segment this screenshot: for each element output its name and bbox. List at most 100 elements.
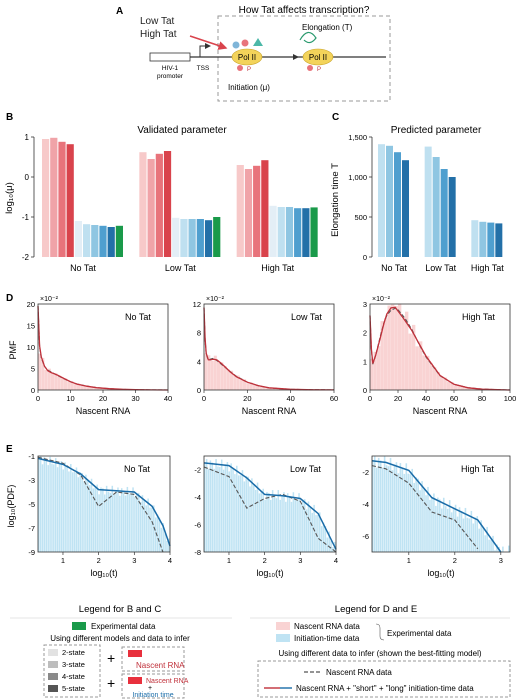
plot-frame [203, 303, 335, 391]
histogram-bar [397, 473, 400, 552]
x-tick-label: 4 [168, 556, 172, 565]
x-tick-label: 0 [202, 394, 206, 403]
histogram-bar [470, 510, 473, 552]
histogram-bar [100, 487, 102, 552]
exponent-label: ×10⁻² [372, 296, 391, 303]
histogram-bar [322, 522, 325, 552]
histogram-bar [246, 383, 250, 390]
histogram-bar [90, 478, 93, 552]
histogram-bar [67, 381, 71, 390]
histogram-bar [94, 487, 97, 552]
bar [163, 151, 172, 257]
histogram-bar [252, 384, 256, 390]
histogram-bar [394, 305, 398, 390]
histogram-bar [81, 472, 83, 552]
bar [107, 227, 115, 257]
nascent-box [121, 646, 185, 672]
y-tick-label: -2 [362, 468, 369, 477]
histogram-bar [39, 456, 42, 552]
panel-c-title: Predicted parameter [391, 125, 482, 136]
histogram-bar [162, 523, 164, 552]
histogram-bar [204, 462, 206, 552]
histogram-bar [120, 488, 123, 552]
histogram-bar [64, 462, 66, 552]
y-tick-label: 12 [193, 300, 201, 309]
bar [402, 160, 409, 257]
plus-sign: + [107, 675, 115, 691]
bar [394, 152, 401, 257]
x-tick-label: 80 [478, 394, 486, 403]
phospho-left [237, 65, 243, 71]
histogram-bar [228, 471, 231, 552]
models-box [257, 660, 511, 698]
y-tick-label: 10 [27, 343, 35, 352]
pdf-subplot: -1 -3 -5 -7 -9 1 2 3 4 No Tat log₁₀(t) [28, 452, 172, 578]
histogram-bar [232, 468, 234, 552]
factor-red [241, 39, 249, 47]
y-tick-label: -6 [362, 532, 369, 541]
histogram-bar [93, 387, 97, 390]
legend-experimental: Experimental data [91, 622, 156, 631]
histogram-bar [41, 357, 45, 390]
y-tick-label: 1,000 [348, 173, 367, 182]
legend-bc: Legend for B and C Experimental data Usi… [10, 604, 232, 699]
histogram-bar [58, 462, 61, 552]
histogram-bar [460, 511, 463, 552]
histogram-bar [450, 512, 453, 552]
panel-letter: A [116, 6, 123, 17]
y-tick-label: 500 [354, 213, 367, 222]
swatch-red-2 [128, 677, 142, 684]
histogram-bar [442, 497, 445, 552]
y-tick-label: 1 [363, 357, 367, 366]
histogram-bar [486, 526, 488, 552]
x-axis-label: Nascent RNA [242, 406, 297, 416]
x-tick-label: 2 [263, 556, 267, 565]
x-tick-label: 40 [286, 394, 294, 403]
y-tick-label: -9 [28, 548, 35, 557]
bar [213, 217, 221, 257]
histogram-bar [324, 526, 327, 552]
state-2: 2-state [62, 648, 85, 657]
histogram-bar [279, 499, 281, 552]
histogram-bar [258, 493, 261, 552]
histogram-bar [305, 509, 308, 552]
histogram-bar [492, 535, 494, 552]
histogram-bar [230, 463, 232, 552]
y-axis-label: PMF [8, 340, 18, 360]
bar [58, 141, 66, 257]
x-tick-label: 1 [407, 556, 411, 565]
histogram-bar [43, 457, 46, 552]
histogram-bar [298, 493, 300, 552]
bar [253, 165, 261, 257]
histogram-bar [425, 495, 427, 552]
histogram-bar [80, 385, 84, 390]
histogram-bar [271, 490, 274, 552]
histogram-bar [471, 388, 475, 390]
histogram-bar [247, 476, 249, 552]
histogram-bar [482, 527, 484, 552]
x-axis-label: Nascent RNA [76, 406, 131, 416]
histogram-bar [381, 467, 384, 552]
histogram-bar [44, 369, 48, 390]
histogram-bar [405, 311, 409, 390]
plot-frame [37, 455, 171, 553]
legend-nascent: Nascent RNA [136, 661, 185, 670]
state-3: 3-state [62, 660, 85, 669]
histogram-bar [413, 482, 415, 552]
histogram-bar [387, 466, 390, 552]
histogram-bar [277, 490, 280, 552]
histogram-bar [205, 459, 208, 552]
histogram-bar [230, 370, 234, 390]
panel-a-question: How Tat affects transcription? [239, 5, 370, 16]
y-tick-label: -1 [28, 452, 35, 461]
histogram-bar [156, 514, 159, 552]
histogram-bar [478, 528, 481, 552]
x-tick-label: High Tat [471, 263, 504, 273]
histogram-bar [383, 456, 386, 552]
histogram-bar [96, 387, 100, 390]
pol2-initiation [231, 48, 263, 66]
histogram-bar [237, 475, 240, 552]
legend-de: Legend for D and E Nascent RNA data Init… [250, 604, 511, 698]
histogram-bar [313, 504, 315, 552]
